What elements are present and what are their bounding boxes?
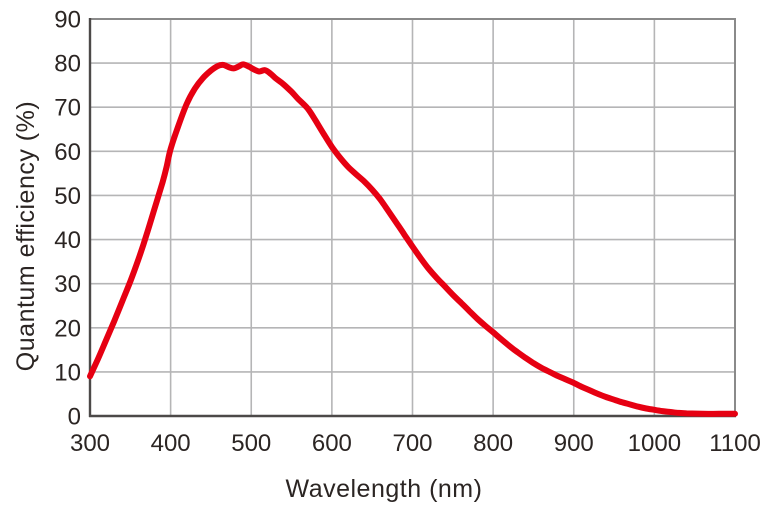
x-tick-label: 600 bbox=[312, 430, 352, 457]
x-tick-label: 800 bbox=[473, 430, 513, 457]
x-tick-label: 300 bbox=[70, 430, 110, 457]
tick-labels: 300 400 500 600 700 800 900 1000 1100 0 10 20 30 40 50… bbox=[54, 7, 761, 458]
x-tick-label: 400 bbox=[151, 430, 191, 457]
y-tick-label: 40 bbox=[54, 227, 81, 254]
y-tick-label: 50 bbox=[54, 183, 81, 210]
x-tick-label: 700 bbox=[392, 430, 432, 457]
y-tick-label: 60 bbox=[54, 139, 81, 166]
x-tick-label: 1100 bbox=[709, 430, 761, 457]
y-axis-title: Quantum efficiency (%) bbox=[12, 101, 40, 371]
x-tick-label: 500 bbox=[231, 430, 271, 457]
plot-frame bbox=[88, 18, 736, 418]
x-axis-title: Wavelength (nm) bbox=[286, 475, 483, 503]
x-tick-label: 900 bbox=[554, 430, 594, 457]
qe-curve bbox=[87, 61, 738, 417]
y-tick-label: 70 bbox=[54, 95, 81, 122]
y-tick-label: 80 bbox=[54, 51, 81, 78]
y-tick-label: 90 bbox=[54, 7, 81, 34]
y-tick-label: 10 bbox=[54, 359, 81, 386]
qe-curve-line bbox=[87, 61, 738, 417]
y-tick-label: 0 bbox=[68, 404, 81, 431]
y-tick-label: 20 bbox=[54, 315, 81, 342]
gridlines bbox=[90, 19, 735, 416]
y-tick-label: 30 bbox=[54, 271, 81, 298]
x-tick-label: 1000 bbox=[628, 430, 681, 457]
